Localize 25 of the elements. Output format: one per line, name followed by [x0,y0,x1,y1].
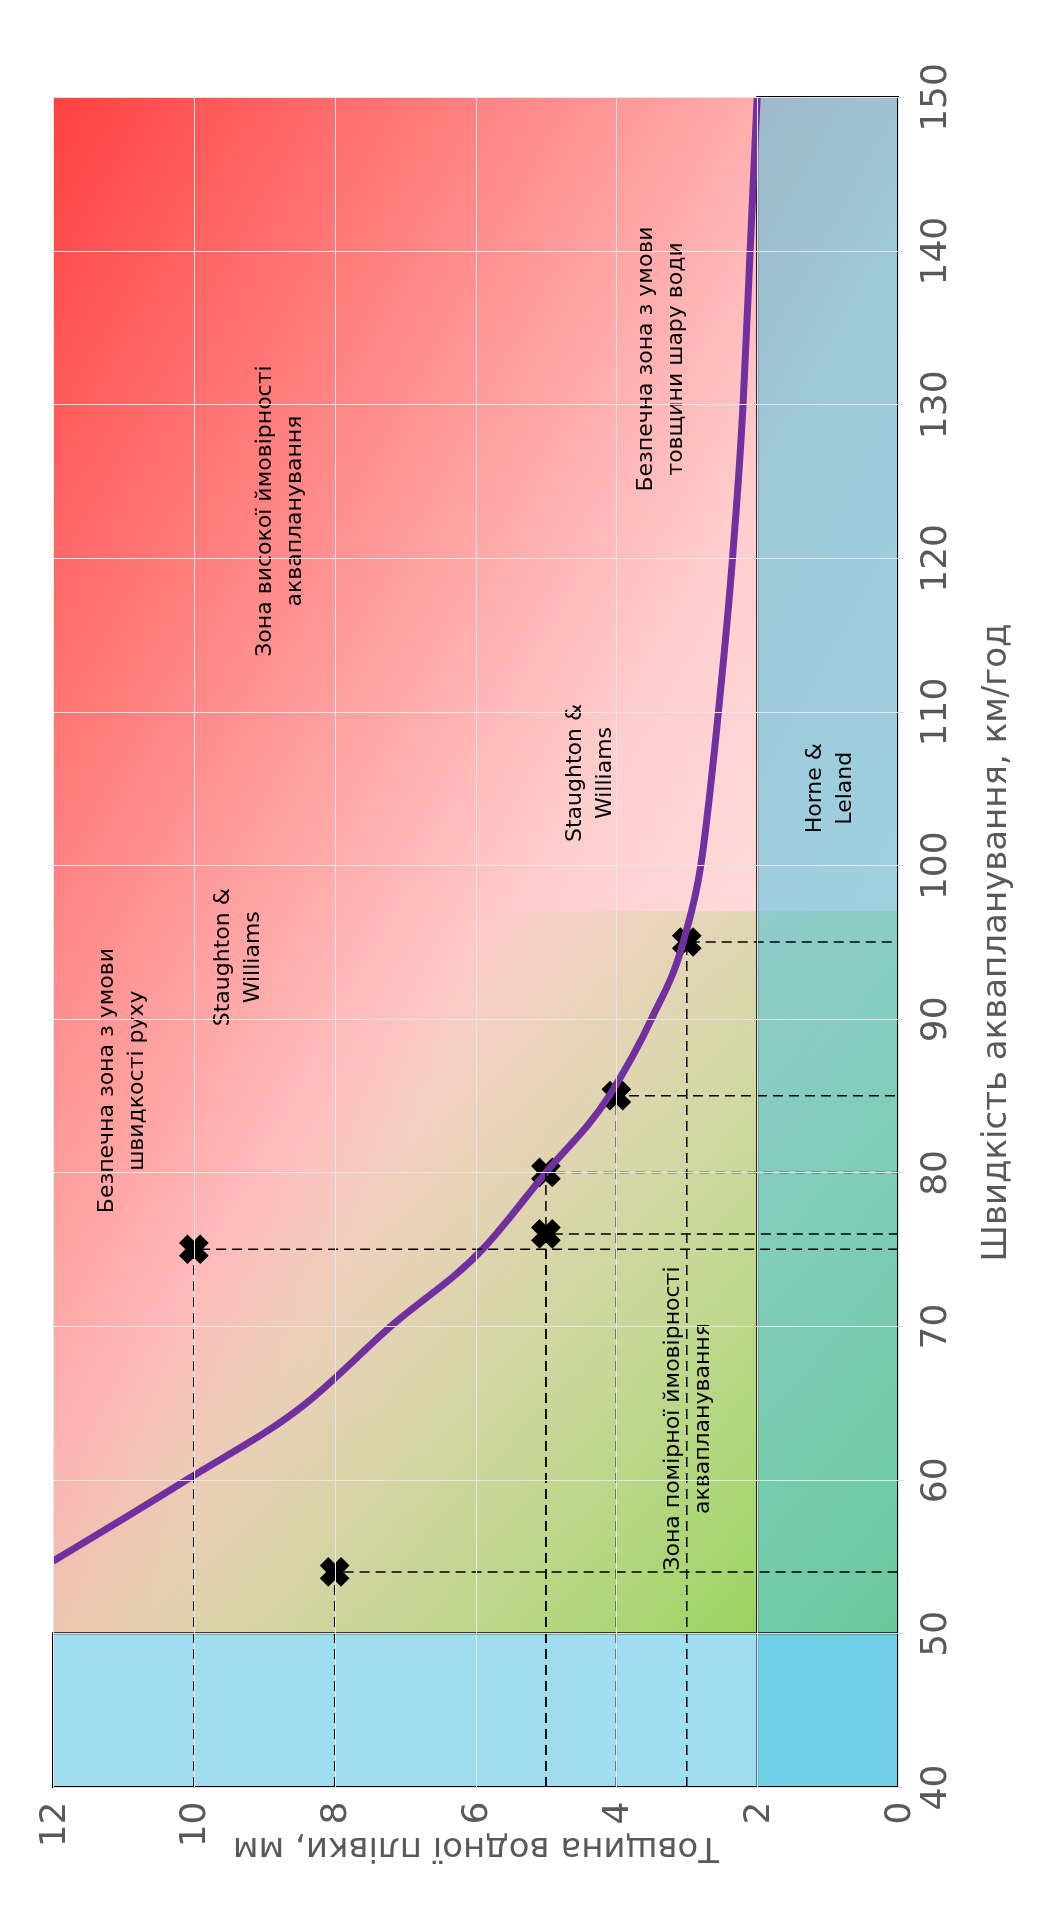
annotation: Зона помірної ймовірності аквапланування [659,1266,715,1571]
annotation: Horne & Leland [800,743,856,834]
annotation: Staughton & Williams [209,888,264,1027]
y-tick-label: 100 [912,831,954,901]
x-tick-label: 6 [454,1801,495,1825]
y-axis-title: Швидкість аквапланування, км/год [973,623,1014,1262]
y-tick-label: 140 [912,216,954,286]
x-tick-label: 12 [31,1801,73,1848]
x-axis-title: Товщина водної плівки, мм [232,1830,721,1871]
y-tick-label: 90 [912,996,954,1043]
annotation: Безпечна зона з умови товщини шару води [631,226,687,492]
y-tick-label: 80 [912,1150,954,1196]
y-tick-label: 120 [912,524,954,593]
annotation: Зона високої ймовірності аквапланування [251,365,307,657]
x-tick-label: 8 [313,1801,355,1825]
x-tick-label: 10 [172,1801,214,1848]
y-tick-label: 70 [912,1303,954,1350]
y-tick-label: 110 [912,677,954,747]
annotation: Безпечна зона з умови швидкості руху [92,948,148,1214]
y-tick-label: 50 [912,1610,954,1657]
y-tick-label: 60 [912,1457,954,1504]
y-tick-label: 150 [912,63,954,132]
x-tick-label: 2 [735,1801,777,1825]
x-tick-label: 4 [594,1801,636,1825]
y-tick-label: 130 [912,370,954,440]
